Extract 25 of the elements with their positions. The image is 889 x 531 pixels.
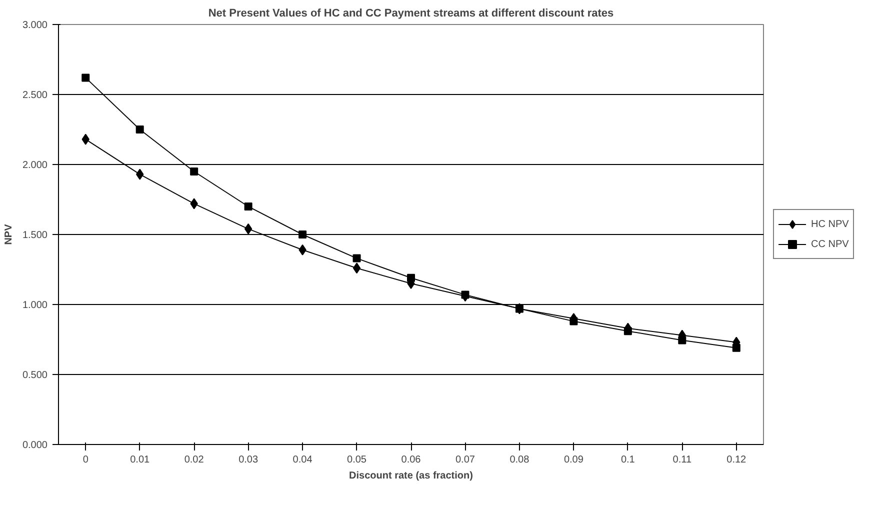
x-tick-label: 0.05	[347, 454, 367, 466]
y-tick-label: 0.500	[22, 370, 48, 381]
y-tick-label: 3.000	[22, 20, 48, 31]
x-axis-title: Discount rate (as fraction)	[349, 470, 473, 482]
x-tick-label: 0.12	[726, 454, 747, 466]
x-tick-label: 0	[82, 454, 89, 466]
y-tick-label: 1.000	[22, 300, 48, 311]
y-tick-label: 1.500	[22, 230, 48, 241]
y-tick-label: 0.000	[22, 440, 48, 451]
x-tick-label: 0.11	[672, 454, 692, 466]
x-tick-label: 0.02	[184, 454, 204, 466]
x-tick-label: 0.1	[620, 454, 636, 466]
y-tick-label: 2.000	[22, 160, 48, 171]
x-tick-label: 0.08	[510, 454, 530, 466]
chart-title: Net Present Values of HC and CC Payment streams at different discount rates	[208, 8, 614, 20]
legend-label: CC NPV	[811, 238, 849, 250]
y-tick-label: 2.500	[22, 90, 48, 101]
y-axis-title: NPV	[3, 224, 14, 245]
x-tick-label: 0.09	[564, 454, 584, 466]
x-tick-label: 0.07	[456, 454, 476, 466]
legend-label: HC NPV	[811, 218, 849, 230]
x-tick-label: 0.01	[130, 454, 150, 466]
x-tick-label: 0.03	[238, 454, 258, 466]
x-tick-label: 0.06	[401, 454, 422, 466]
x-tick-label: 0.04	[292, 454, 313, 466]
